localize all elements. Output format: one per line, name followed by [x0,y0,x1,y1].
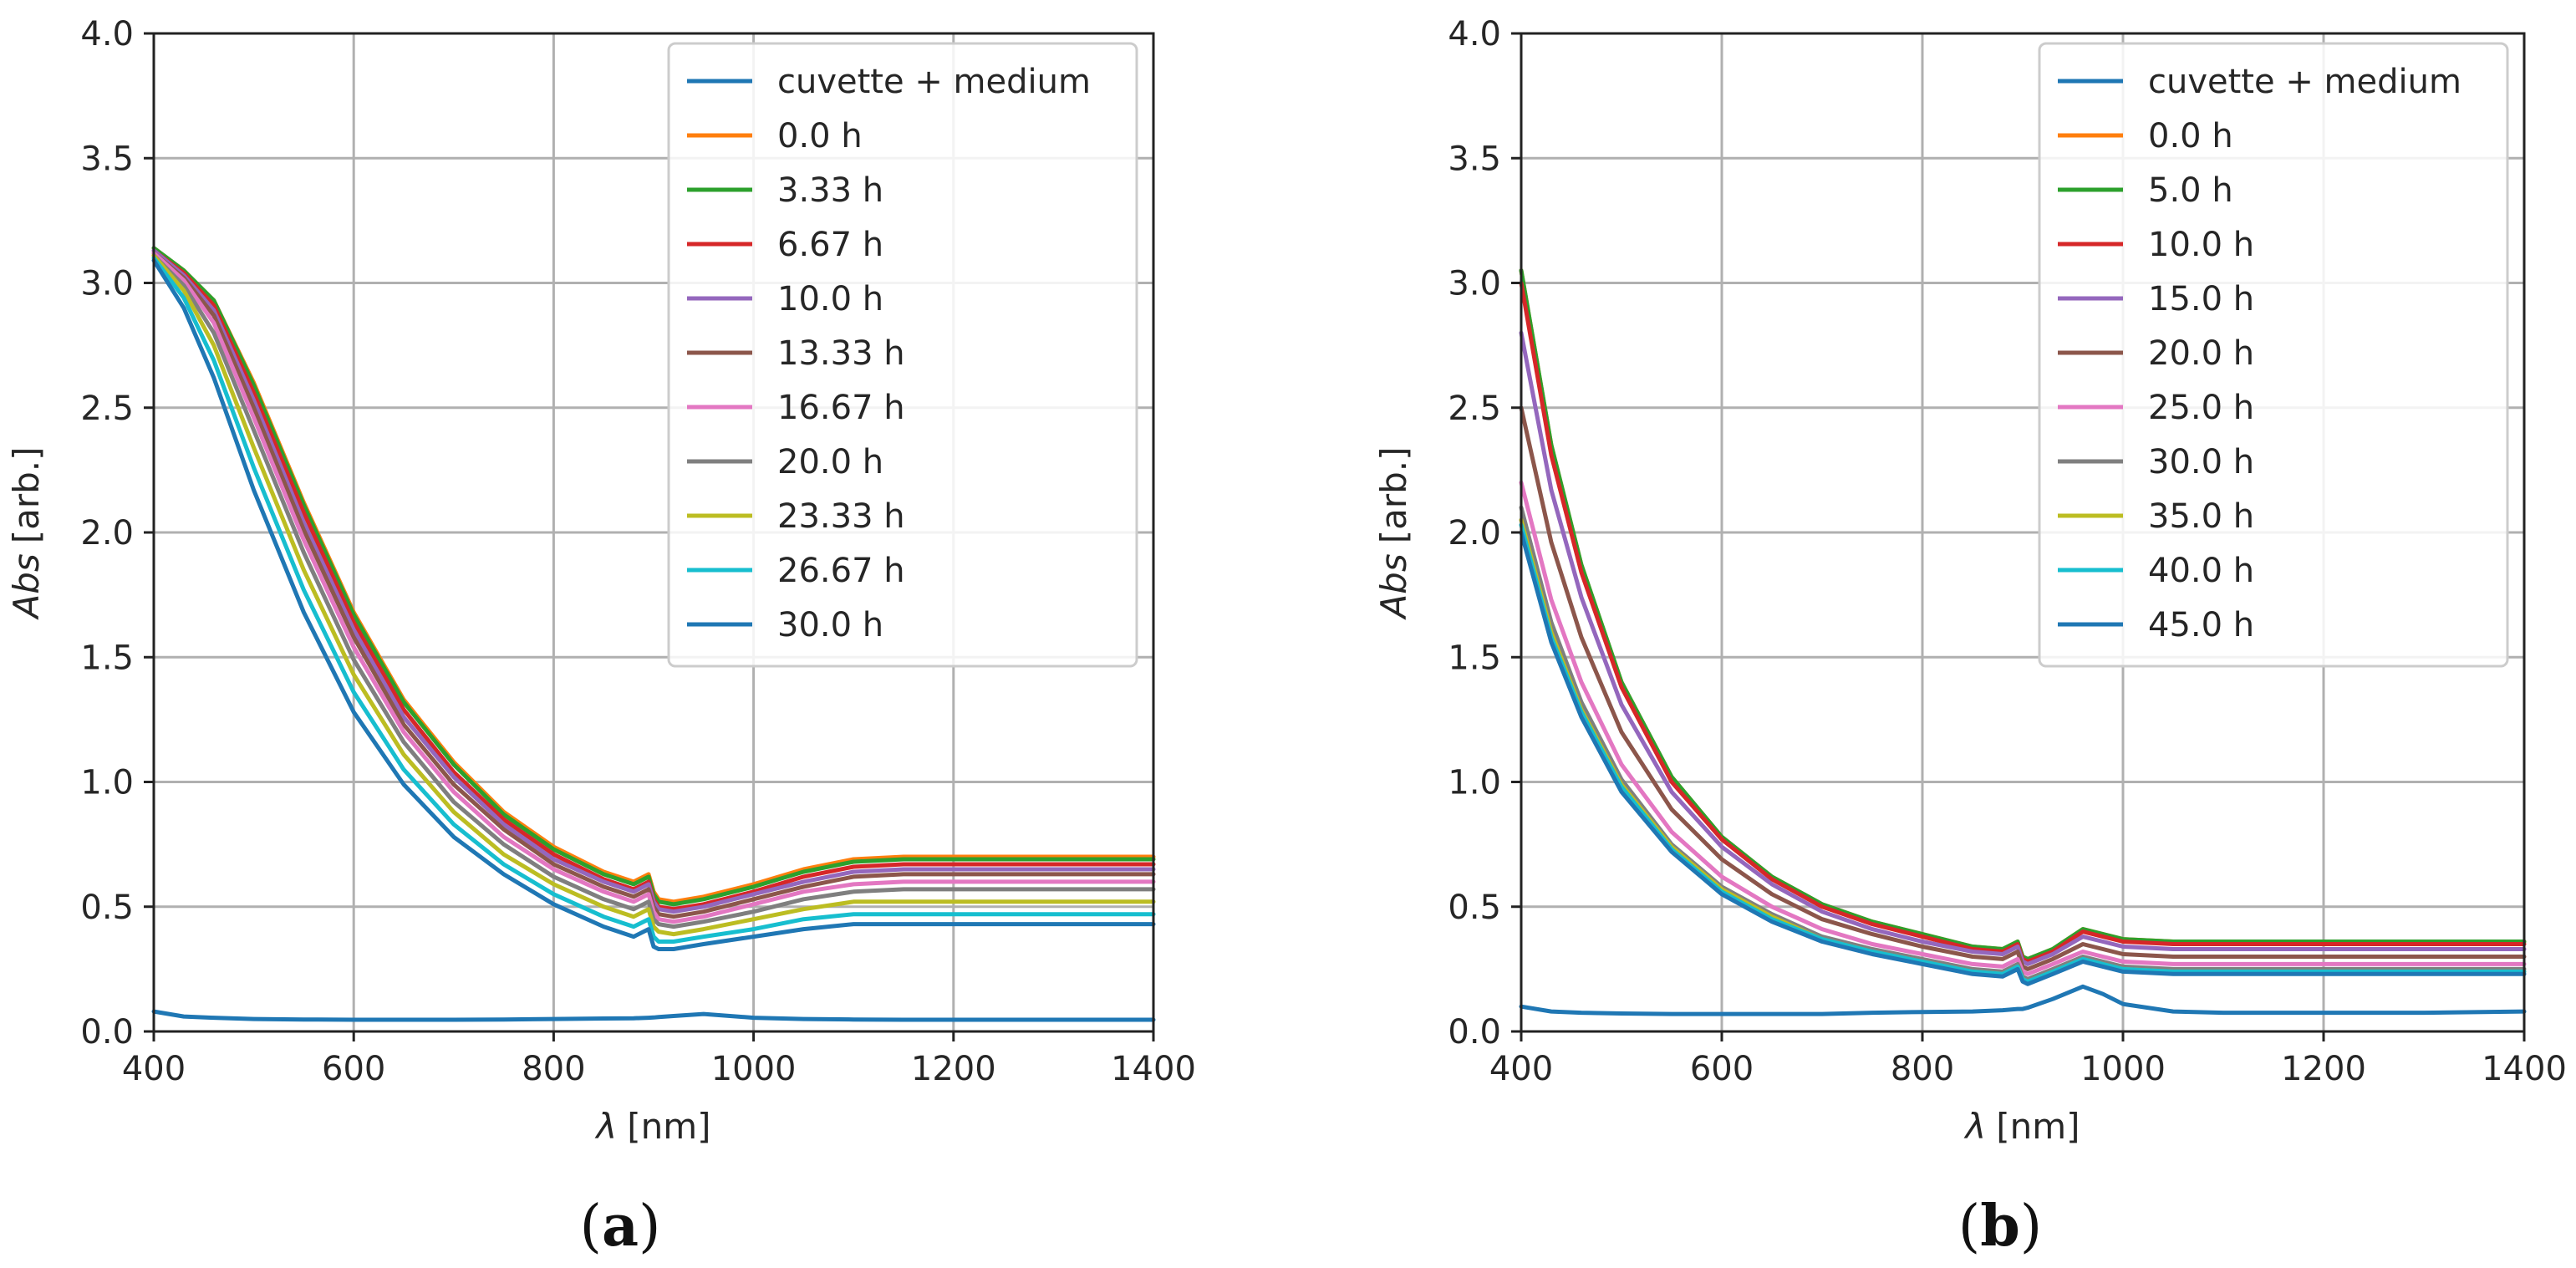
x-tick-label: 800 [522,1050,585,1088]
y-axis-symbol: Abs [6,553,47,620]
y-tick-label: 1.5 [1448,639,1501,677]
x-tick-label: 1400 [2482,1050,2567,1088]
panel-b-chart: 400 600 800 1000 1200 1400 0.0 0.5 1.0 1.5 2.0 2.5 3… [1373,15,2567,1147]
series-line-2 [1519,268,2527,961]
y-tick-label: 1.5 [80,639,134,677]
legend-label-5: 13.33 h [777,334,905,373]
y-tick-label: 2.5 [80,390,134,428]
y-tick-label: 0.5 [80,889,134,927]
legend-label-9: 26.67 h [777,552,905,590]
y-axis-unit: [arb.] [1373,446,1414,543]
legend-label-4: 15.0 h [2148,280,2254,318]
y-tick-label: 0.0 [1448,1013,1501,1052]
legend-label-10: 30.0 h [777,606,883,644]
series-line-0 [1519,984,2527,1016]
series-line-4 [1519,330,2527,966]
legend-label-7: 20.0 h [777,443,883,481]
series-line-10 [151,258,1156,951]
x-axis-symbol: λ [1963,1106,1986,1147]
legend-label-0: cuvette + medium [2148,63,2461,101]
x-axis-symbol: λ [594,1106,617,1147]
x-tick-label: 400 [1489,1050,1553,1088]
x-tick-label: 600 [1690,1050,1754,1088]
panel-a-chart: 400 600 800 1000 1200 1400 0.0 0.5 1.0 1.5 2.0 2.5 3… [6,15,1196,1147]
legend: cuvette + medium 0.0 h 5.0 h 10.0 h 15.0 h 20… [2038,42,2509,668]
y-tick-label: 1.0 [1448,764,1501,802]
legend-label-10: 45.0 h [2148,606,2254,644]
x-axis-label: λ [nm] [594,1106,710,1147]
panel-label-a: (a) [579,1193,660,1260]
x-tick-label: 400 [122,1050,186,1088]
legend-label-2: 3.33 h [777,171,883,210]
legend-label-5: 20.0 h [2148,334,2254,373]
y-tick-label: 0.0 [80,1013,134,1052]
y-tick-label: 3.5 [80,140,134,178]
series-line-0 [151,1009,1156,1022]
y-axis-symbol: Abs [1373,553,1414,620]
legend-label-8: 23.33 h [777,497,905,536]
y-tick-label: 4.0 [80,15,134,53]
y-tick-label: 0.5 [1448,889,1501,927]
y-tick-label: 3.0 [1448,265,1501,303]
series-line-8 [151,253,1156,937]
y-tick-label: 3.5 [1448,140,1501,178]
series-line-5 [1519,405,2527,971]
legend-label-2: 5.0 h [2148,171,2233,210]
series-line-9 [151,256,1156,944]
legend-label-1: 0.0 h [2148,117,2233,155]
x-tick-label: 1000 [711,1050,797,1088]
legend-label-3: 10.0 h [2148,226,2254,264]
panel-label-b: (b) [1958,1193,2043,1260]
legend-label-7: 30.0 h [2148,443,2254,481]
y-tick-label: 3.0 [80,265,134,303]
legend-box [2038,42,2509,668]
y-tick-label: 1.0 [80,764,134,802]
x-axis-unit: [nm] [627,1106,710,1147]
x-tick-label: 1200 [2281,1050,2366,1088]
legend-label-3: 6.67 h [777,226,883,264]
y-tick-label: 2.0 [80,514,134,553]
legend-box [667,42,1138,668]
series-line-10 [1519,530,2527,986]
x-axis-unit: [nm] [1996,1106,2080,1147]
y-axis-unit: [arb.] [6,446,47,543]
legend-label-6: 16.67 h [777,389,905,427]
y-axis-label: Abs [arb.] [6,446,47,620]
y-axis-label: Abs [arb.] [1373,446,1414,620]
x-axis-label: λ [nm] [1963,1106,2080,1147]
series-line-6 [1519,480,2527,976]
x-tick-label: 800 [1891,1050,1954,1088]
x-tick-label: 1400 [1111,1050,1196,1088]
y-tick-label: 2.5 [1448,390,1501,428]
y-tick-label: 4.0 [1448,15,1501,53]
legend-label-1: 0.0 h [777,117,863,155]
x-tick-label: 1200 [911,1050,996,1088]
legend-label-6: 25.0 h [2148,389,2254,427]
y-tick-label: 2.0 [1448,514,1501,553]
legend: cuvette + medium 0.0 h 3.33 h 6.67 h 10.0 h 1… [667,42,1138,668]
legend-label-8: 35.0 h [2148,497,2254,536]
legend-label-9: 40.0 h [2148,552,2254,590]
legend-label-4: 10.0 h [777,280,883,318]
legend-label-0: cuvette + medium [777,63,1091,101]
series-line-3 [1519,281,2527,964]
x-tick-label: 600 [322,1050,385,1088]
x-tick-label: 1000 [2080,1050,2166,1088]
